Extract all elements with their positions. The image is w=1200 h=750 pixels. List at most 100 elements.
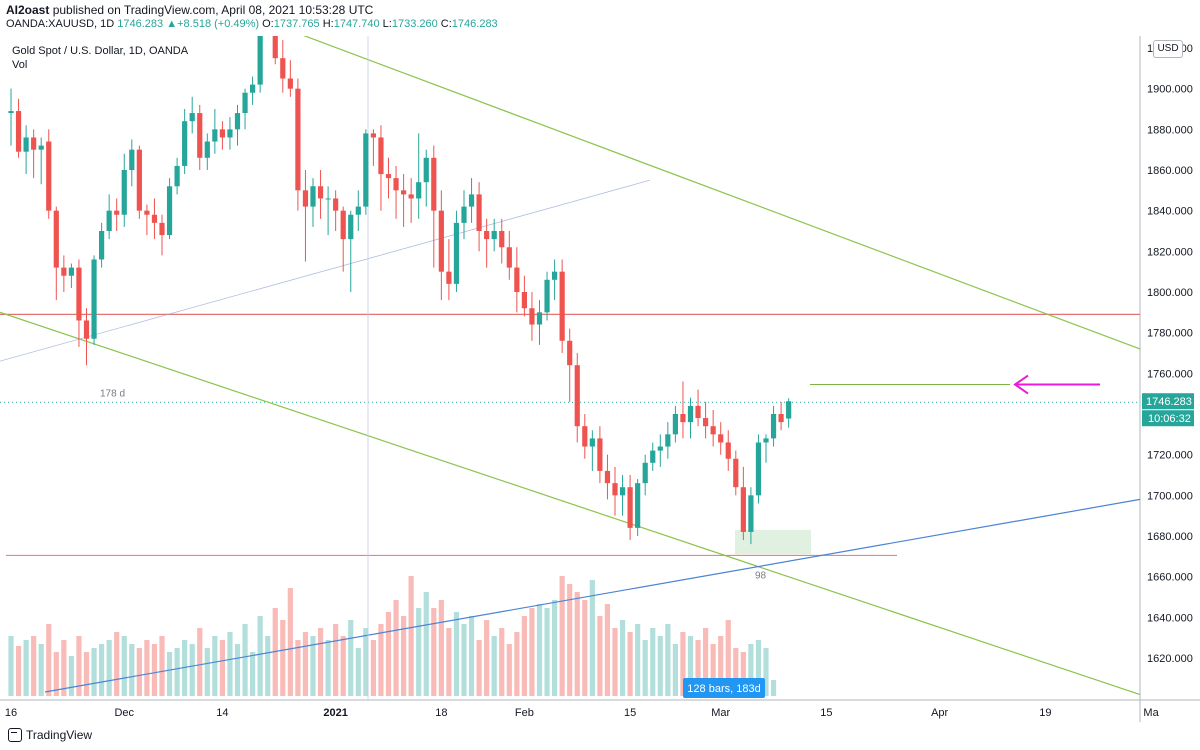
candle-body <box>604 470 611 484</box>
channel-lower <box>0 311 1141 696</box>
volume-bar <box>431 608 437 696</box>
candle-body <box>144 210 150 215</box>
volume-bar <box>91 648 97 696</box>
candle-body <box>204 141 210 158</box>
candle <box>499 218 505 264</box>
candle-body <box>15 111 22 152</box>
candle <box>227 117 233 150</box>
x-tick-label: 15 <box>624 707 636 719</box>
candle-body <box>219 129 225 138</box>
candle <box>778 401 784 431</box>
volume-bar <box>46 624 52 696</box>
candle-body <box>197 113 203 158</box>
volume-bar <box>68 656 74 696</box>
last-price: 1746.283 <box>117 18 164 30</box>
candle-body <box>446 271 452 284</box>
volume-bar <box>672 644 678 696</box>
candle-body <box>582 426 588 447</box>
candle-body <box>755 442 762 496</box>
candle-body <box>393 178 399 191</box>
candle <box>401 174 407 227</box>
candle <box>197 104 203 170</box>
volume-bar <box>166 652 173 696</box>
tradingview-logo[interactable]: TradingView <box>8 728 92 742</box>
candle <box>287 60 293 97</box>
volume-bar <box>770 680 777 696</box>
y-tick-label: 1880.000 <box>1147 124 1193 136</box>
volume-bar <box>302 632 309 696</box>
candle-body <box>370 133 376 138</box>
candle-body <box>627 487 633 528</box>
volume-bar <box>582 600 588 696</box>
candle <box>204 133 210 170</box>
candle <box>242 88 248 130</box>
candle <box>348 210 354 292</box>
volume-bar <box>401 616 407 696</box>
candle-body <box>778 414 784 423</box>
y-tick-label: 1780.000 <box>1147 328 1193 340</box>
volume-bar <box>317 628 324 696</box>
x-tick-label: 18 <box>435 707 447 719</box>
candle <box>725 430 731 471</box>
candle <box>680 381 686 439</box>
candle <box>755 434 762 504</box>
y-tick-label: 1680.000 <box>1147 531 1193 543</box>
annotation-arrow-head <box>1013 374 1029 395</box>
volume-bar <box>514 632 520 696</box>
volume-bar <box>544 608 550 696</box>
volume-bar <box>31 636 37 696</box>
candle <box>257 36 263 93</box>
volume-bar <box>461 624 467 696</box>
y-tick-label: 1700.000 <box>1147 490 1193 502</box>
volume-bar <box>189 644 195 696</box>
author-name[interactable]: AI2oast <box>6 3 50 17</box>
candle <box>129 139 135 187</box>
candle <box>627 475 633 541</box>
candle-body <box>416 182 422 199</box>
volume-bar <box>61 640 67 696</box>
candle <box>468 178 475 223</box>
volume-bar <box>114 632 120 696</box>
currency-badge[interactable]: USD <box>1153 40 1183 58</box>
candle-body <box>544 279 550 313</box>
volume-bar <box>129 644 135 696</box>
candle-body <box>589 438 595 447</box>
candle-body <box>46 141 52 211</box>
volume-bar <box>250 652 256 696</box>
candle-body <box>61 267 67 276</box>
open-value: 1737.765 <box>273 18 320 30</box>
symbol-label: OANDA:XAUUSD, 1D <box>6 18 115 30</box>
candle <box>748 487 754 545</box>
footer: TradingView <box>0 722 1200 750</box>
volume-bar <box>499 628 505 696</box>
candle-body <box>99 231 105 260</box>
volume-bar <box>665 624 671 696</box>
candle <box>166 178 173 240</box>
candle <box>476 182 482 252</box>
candle <box>589 430 595 471</box>
candle-body <box>491 231 497 240</box>
x-tick-label: 2021 <box>323 707 347 719</box>
annotation-98: 98 <box>755 571 767 582</box>
volume-bar <box>53 652 59 696</box>
y-tick-label: 1800.000 <box>1147 287 1193 299</box>
last-price-badge-label: 1746.283 <box>1146 396 1192 408</box>
y-tick-label: 1660.000 <box>1147 572 1193 584</box>
price-chart[interactable]: 1620.000 1640.000 1660.000 1680.000 1700.000… <box>0 36 1200 722</box>
candle <box>763 434 769 463</box>
candle <box>718 422 724 455</box>
volume-bar <box>650 628 656 696</box>
y-tick-label: 1620.000 <box>1147 653 1193 665</box>
candle-body <box>23 137 29 152</box>
candle <box>423 149 429 207</box>
volume-bar <box>76 636 82 696</box>
candle <box>189 96 195 134</box>
tradingview-icon <box>8 728 22 742</box>
candle <box>529 292 535 341</box>
chart-area[interactable]: 1620.000 1640.000 1660.000 1680.000 1700.000… <box>0 36 1200 722</box>
candle-body <box>635 483 641 528</box>
candle <box>619 475 626 516</box>
volume-bar <box>348 620 354 696</box>
candle-body <box>695 405 701 419</box>
volume-bar <box>642 640 648 696</box>
